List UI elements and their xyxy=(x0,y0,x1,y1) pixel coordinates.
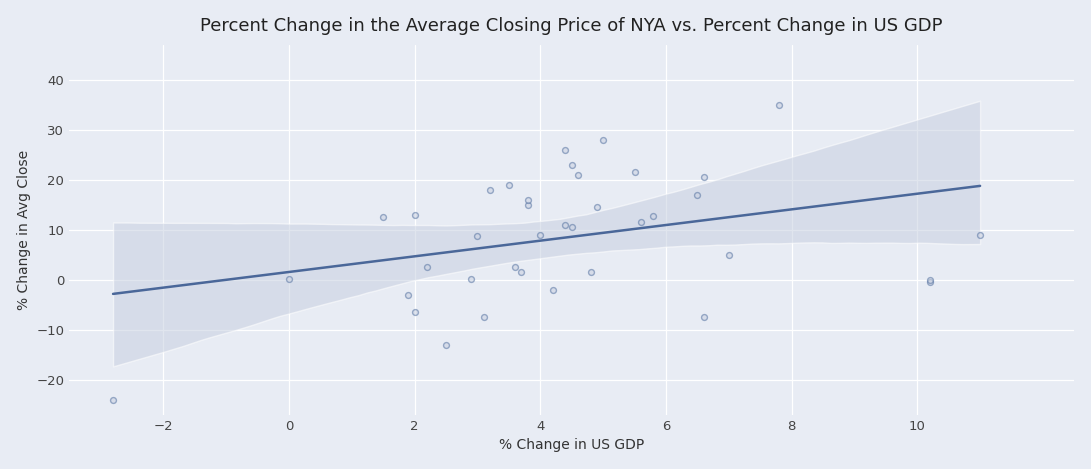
Point xyxy=(595,136,612,144)
Point xyxy=(105,396,122,404)
Point xyxy=(419,264,436,271)
Point xyxy=(720,251,738,258)
Point xyxy=(770,101,788,108)
Point xyxy=(688,191,706,198)
X-axis label: % Change in US GDP: % Change in US GDP xyxy=(499,439,645,452)
Point xyxy=(588,204,606,211)
Point xyxy=(399,291,417,299)
Point xyxy=(556,221,574,228)
Point xyxy=(582,269,599,276)
Point xyxy=(632,219,649,226)
Point xyxy=(469,232,487,240)
Point xyxy=(563,224,580,231)
Point xyxy=(626,168,644,176)
Point xyxy=(570,171,587,178)
Point xyxy=(544,286,562,294)
Point xyxy=(475,314,492,321)
Point xyxy=(531,231,549,239)
Point xyxy=(406,309,423,316)
Point xyxy=(280,275,298,282)
Y-axis label: % Change in Avg Close: % Change in Avg Close xyxy=(16,150,31,310)
Point xyxy=(695,314,712,321)
Point xyxy=(645,212,662,219)
Point xyxy=(563,161,580,168)
Point xyxy=(374,213,392,221)
Point xyxy=(921,279,938,286)
Point xyxy=(500,181,517,189)
Point xyxy=(556,146,574,153)
Point xyxy=(921,276,938,284)
Point xyxy=(695,174,712,181)
Point xyxy=(513,269,530,276)
Point xyxy=(406,211,423,219)
Point xyxy=(519,196,537,204)
Point xyxy=(437,341,455,348)
Point xyxy=(463,275,480,282)
Point xyxy=(519,201,537,208)
Point xyxy=(506,264,524,271)
Point xyxy=(481,186,499,193)
Point xyxy=(971,231,988,239)
Title: Percent Change in the Average Closing Price of NYA vs. Percent Change in US GDP: Percent Change in the Average Closing Pr… xyxy=(201,17,943,35)
